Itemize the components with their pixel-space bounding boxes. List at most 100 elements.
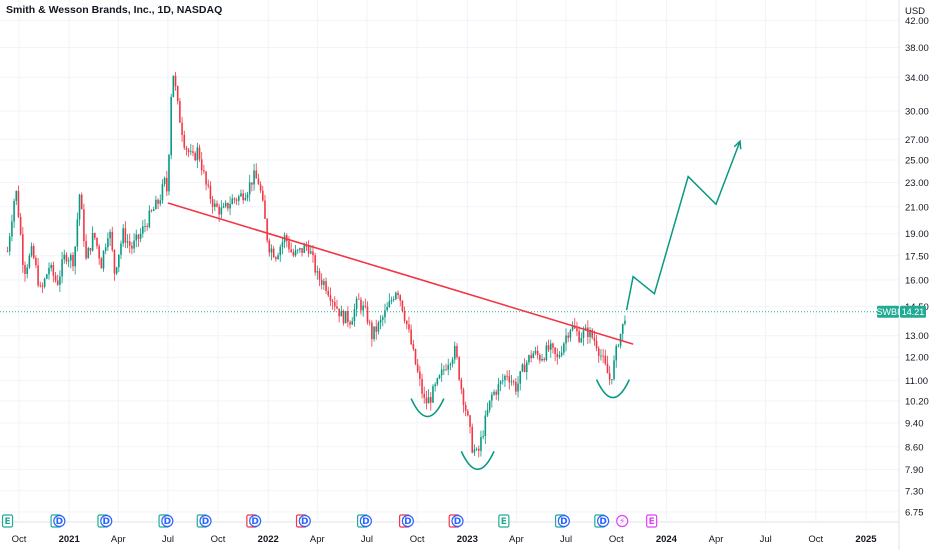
x-tick-label: Jul bbox=[560, 534, 572, 545]
candle-body bbox=[63, 254, 66, 260]
candle-body bbox=[46, 274, 48, 279]
earnings-event-icon[interactable] bbox=[1, 514, 14, 528]
dividend-event-icon[interactable] bbox=[100, 514, 113, 528]
candle-body bbox=[137, 234, 140, 239]
y-tick-label: 34.00 bbox=[905, 73, 929, 84]
candle-body bbox=[333, 301, 336, 307]
candle-body bbox=[525, 362, 528, 373]
split-event-icon[interactable] bbox=[616, 514, 629, 528]
earnings-event-icon[interactable] bbox=[498, 514, 510, 528]
x-tick-label: Apr bbox=[509, 534, 524, 545]
candle-body bbox=[37, 265, 39, 286]
dividend-event-icon[interactable] bbox=[298, 514, 311, 528]
candle-body bbox=[608, 373, 611, 380]
candle-body bbox=[371, 322, 373, 340]
dividend-event-icon[interactable] bbox=[359, 514, 372, 528]
x-tick-label: Apr bbox=[709, 534, 724, 545]
dividend-event-icon[interactable] bbox=[199, 514, 212, 528]
candle-body bbox=[142, 226, 144, 234]
x-tick-label: 2024 bbox=[656, 534, 678, 545]
candle-body bbox=[425, 397, 428, 404]
candle-body bbox=[277, 255, 279, 260]
currency-label[interactable]: USD bbox=[905, 6, 925, 17]
candle-body bbox=[347, 310, 349, 323]
candle-body bbox=[113, 249, 116, 274]
bottom-pattern-arc[interactable] bbox=[410, 398, 445, 418]
price-axis-background bbox=[899, 0, 932, 550]
candle-body bbox=[91, 232, 94, 251]
candle-body bbox=[222, 206, 225, 208]
candle-body bbox=[22, 234, 24, 266]
dividend-event-icon[interactable] bbox=[451, 514, 464, 528]
y-tick-label: 10.20 bbox=[905, 396, 929, 407]
candle-body bbox=[401, 300, 404, 312]
price-axis[interactable]: 42.00 38.00 34.00 30.00 27.00 25.00 23.00 21.00… bbox=[905, 16, 929, 518]
y-tick-label: 9.40 bbox=[905, 418, 924, 429]
y-tick-label: 19.00 bbox=[905, 229, 929, 240]
candle-body bbox=[569, 330, 572, 338]
candle-body bbox=[530, 355, 532, 359]
dividend-event-icon[interactable] bbox=[557, 514, 570, 528]
candle-body bbox=[397, 292, 399, 296]
candle-body bbox=[183, 134, 186, 148]
candle-body bbox=[146, 226, 148, 228]
drawings[interactable] bbox=[167, 139, 742, 471]
candle-body bbox=[122, 228, 124, 244]
candle-body bbox=[416, 364, 419, 372]
candle-body bbox=[264, 200, 266, 219]
candle-body bbox=[360, 299, 362, 311]
candle-body bbox=[473, 449, 476, 453]
projection-path[interactable] bbox=[625, 140, 741, 311]
candle-body bbox=[508, 376, 511, 383]
dividend-event-icon[interactable] bbox=[597, 514, 610, 528]
dividend-event-icon[interactable] bbox=[161, 514, 174, 528]
dividend-event-icon[interactable] bbox=[401, 514, 414, 528]
candle-body bbox=[624, 320, 626, 324]
candle-body bbox=[128, 241, 131, 246]
candle-body bbox=[403, 311, 406, 321]
candle-body bbox=[74, 246, 76, 267]
candle-body bbox=[261, 190, 264, 201]
dividend-event-icon[interactable] bbox=[249, 514, 262, 528]
candle-body bbox=[115, 267, 118, 274]
candle-body bbox=[268, 240, 271, 253]
candle-body bbox=[386, 306, 388, 311]
candle-body bbox=[240, 193, 242, 197]
earnings-event-icon[interactable] bbox=[646, 514, 658, 528]
dividend-event-icon[interactable] bbox=[53, 514, 66, 528]
candle-body bbox=[200, 159, 203, 171]
candle-body bbox=[314, 255, 316, 273]
candle-body bbox=[11, 221, 13, 237]
candle-body bbox=[318, 271, 321, 280]
dividend-event-glyph: D bbox=[599, 517, 606, 527]
candle-body bbox=[331, 300, 334, 302]
x-tick-label: Apr bbox=[310, 534, 325, 545]
candle-body bbox=[497, 384, 500, 395]
dividend-event-glyph: D bbox=[362, 517, 369, 527]
candle-body bbox=[157, 199, 159, 204]
candle-body bbox=[565, 335, 567, 344]
candle-body bbox=[604, 355, 607, 364]
candle-body bbox=[272, 248, 275, 258]
candle-body bbox=[244, 197, 247, 201]
candle-body bbox=[102, 250, 105, 269]
x-tick-label: Apr bbox=[111, 534, 126, 545]
bottom-pattern-arc[interactable] bbox=[460, 450, 495, 471]
candle-body bbox=[120, 243, 122, 255]
candle-body bbox=[224, 202, 227, 207]
candle-body bbox=[100, 258, 103, 269]
x-tick-label: Jul bbox=[162, 534, 174, 545]
time-axis[interactable]: Oct 2021 Apr Jul Oct 2022 Apr Jul Oct 2023 Apr Jul O… bbox=[12, 534, 878, 545]
resistance-trendline[interactable] bbox=[167, 202, 634, 345]
candle-body bbox=[312, 251, 314, 256]
y-tick-label: 7.30 bbox=[905, 486, 924, 497]
candle-body bbox=[15, 190, 18, 201]
candle-body bbox=[133, 240, 135, 249]
events[interactable]: EEDEDEDEDEDEDEDEDEDEEDED⚡E bbox=[1, 514, 658, 528]
bottom-pattern-arc[interactable] bbox=[595, 379, 631, 399]
candle-body bbox=[305, 245, 308, 247]
candle-body bbox=[582, 330, 585, 338]
candle-body bbox=[373, 326, 375, 340]
candle-body bbox=[362, 305, 364, 311]
